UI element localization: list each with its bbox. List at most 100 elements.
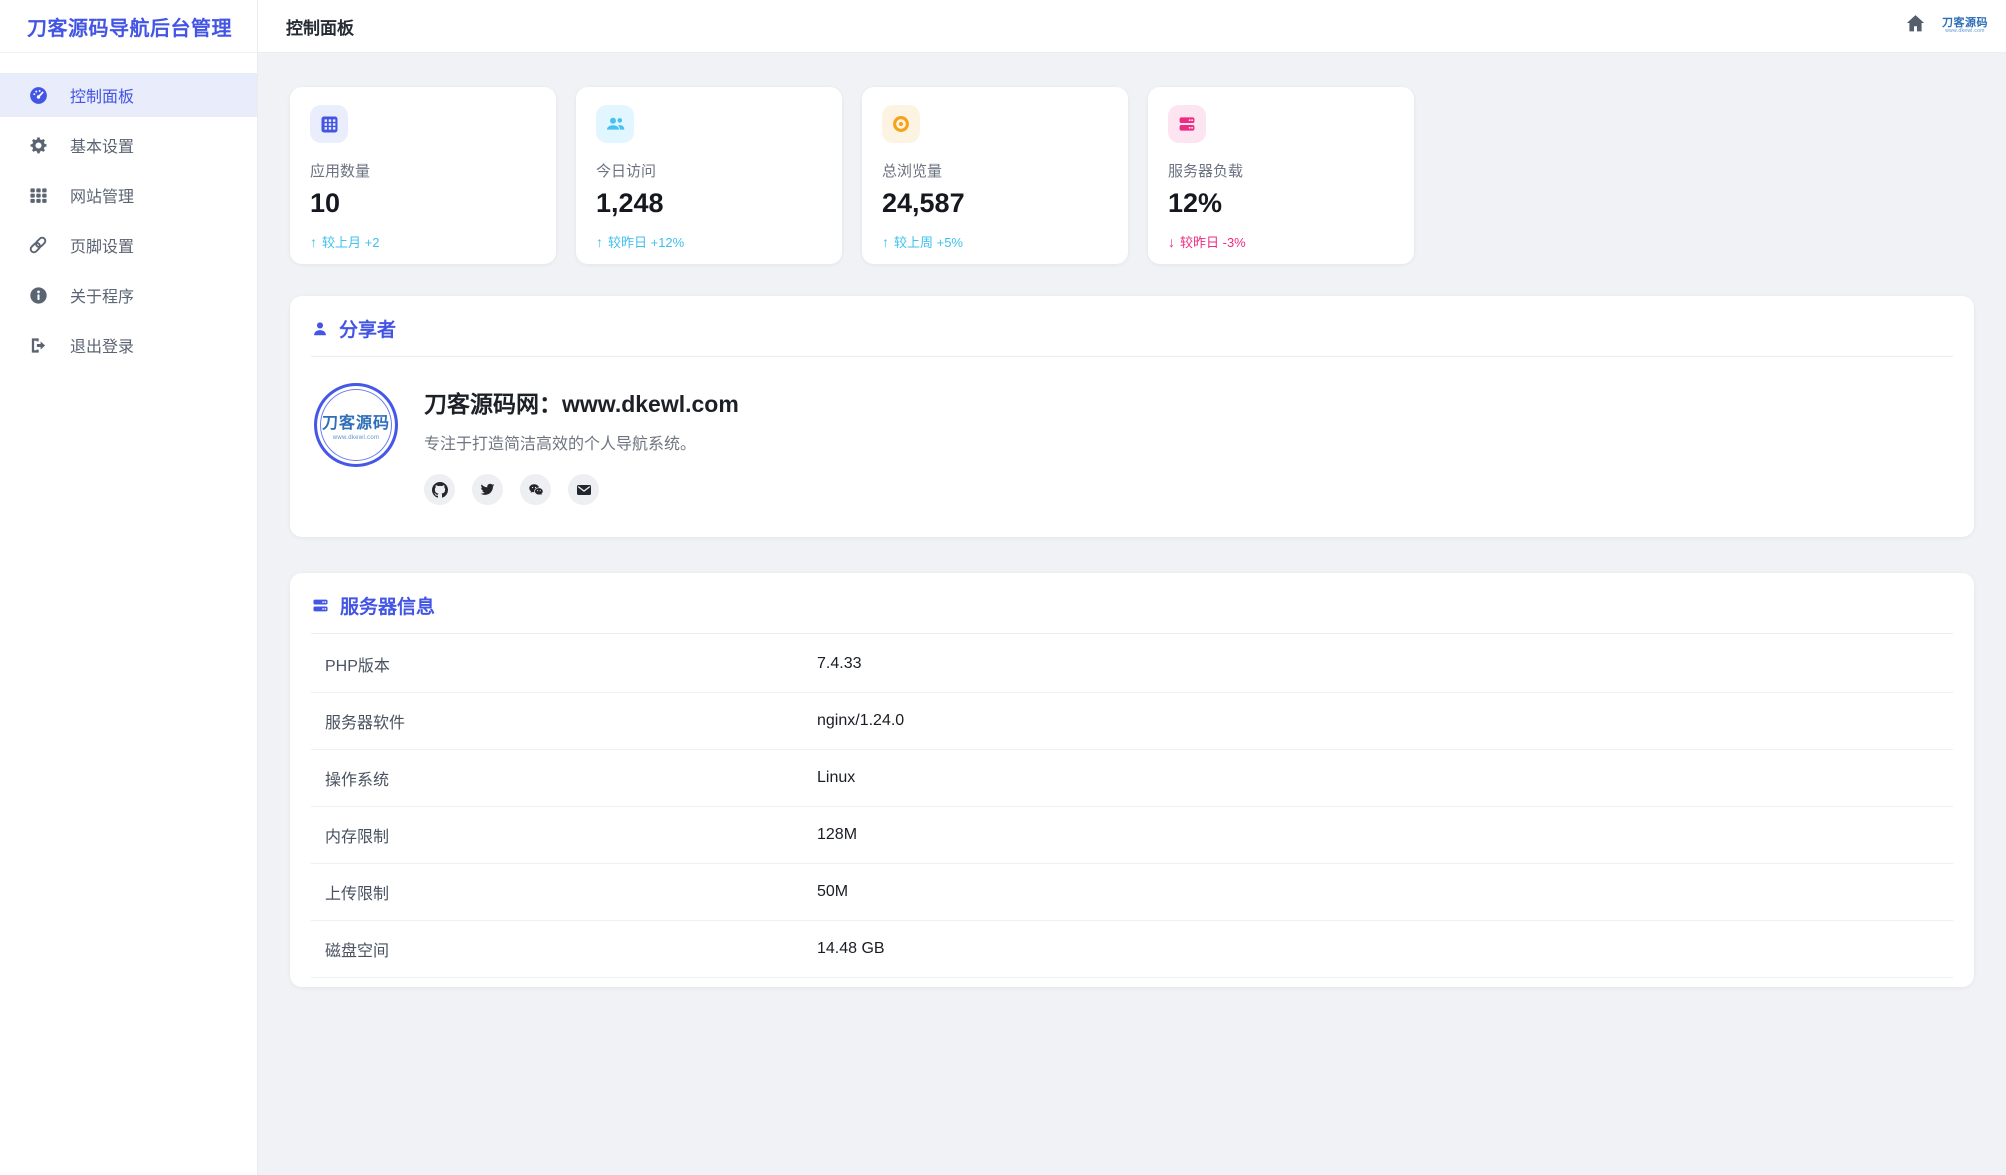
sidebar-item-footer-settings[interactable]: 页脚设置	[0, 223, 257, 267]
wechat-icon	[528, 482, 544, 498]
trend-text: 较昨日 +12%	[608, 235, 685, 250]
sharer-description: 专注于打造简洁高效的个人导航系统。	[424, 436, 697, 453]
stat-label: 应用数量	[310, 163, 371, 180]
stat-card-apps: 应用数量 10 ↑ 较上月 +2	[290, 87, 556, 264]
sidebar-header: 刀客源码导航后台管理	[0, 0, 257, 53]
row-label: 磁盘空间	[325, 943, 390, 960]
trend-up-icon: ↑	[882, 233, 889, 250]
table-row: 上传限制 50M	[311, 864, 1953, 921]
row-value: 14.48 GB	[817, 940, 885, 957]
row-value: nginx/1.24.0	[817, 712, 905, 729]
sharer-name: 刀客源码网：www.dkewl.com	[424, 391, 739, 417]
server-info-panel: 服务器信息 PHP版本 7.4.33 服务器软件 nginx/1.24.0 操作…	[290, 573, 1974, 987]
stat-value: 1,248	[596, 188, 664, 218]
sidebar-nav: 控制面板 基本设置 网站管理	[0, 53, 257, 367]
server-info-table: PHP版本 7.4.33 服务器软件 nginx/1.24.0 操作系统 Lin…	[290, 634, 1974, 987]
sidebar-item-logout[interactable]: 退出登录	[0, 323, 257, 367]
trend-up-icon: ↑	[596, 233, 603, 250]
sharer-logo: 刀客源码 www.dkewl.com	[314, 383, 398, 467]
trend-up-icon: ↑	[310, 233, 317, 250]
server-icon	[311, 596, 330, 615]
table-row: 磁盘空间 14.48 GB	[311, 921, 1953, 978]
server-icon	[1168, 105, 1206, 143]
email-link[interactable]	[568, 474, 599, 505]
sharer-panel: 分享者 刀客源码 www.dkewl.com 刀客源码网：www.dkewl.c…	[290, 296, 1974, 537]
table-row: 服务器软件 nginx/1.24.0	[311, 693, 1953, 750]
trend-text: 较上周 +5%	[894, 235, 963, 250]
row-label: 服务器软件	[325, 715, 406, 732]
stat-value: 24,587	[882, 188, 965, 218]
brand-logo[interactable]: 刀客源码 www.dkewl.com	[1942, 17, 1992, 35]
github-link[interactable]	[424, 474, 455, 505]
gear-icon	[28, 135, 48, 155]
sidebar-item-label: 网站管理	[70, 189, 135, 206]
stat-cards-row: 应用数量 10 ↑ 较上月 +2 今日访问 1,248 ↑ 较昨日 +12%	[290, 87, 1974, 264]
github-icon	[431, 481, 448, 498]
stat-value: 10	[310, 188, 341, 218]
twitter-icon	[480, 482, 495, 497]
home-button[interactable]	[1900, 11, 1930, 41]
link-icon	[28, 235, 48, 255]
sidebar-item-label: 基本设置	[70, 139, 135, 156]
table-row: 操作系统 Linux	[311, 750, 1953, 807]
home-icon	[1905, 13, 1926, 39]
row-value: 128M	[817, 826, 858, 843]
stat-trend: ↑ 较上月 +2	[310, 232, 536, 251]
sharer-logo-text: 刀客源码	[321, 415, 390, 432]
table-row: PHP版本 7.4.33	[311, 636, 1953, 693]
trend-down-icon: ↓	[1168, 233, 1175, 250]
tachometer-icon	[28, 85, 48, 105]
row-value: Linux	[817, 769, 856, 786]
sidebar-item-label: 退出登录	[70, 339, 135, 356]
sidebar-item-basic-settings[interactable]: 基本设置	[0, 123, 257, 167]
sidebar-item-site-management[interactable]: 网站管理	[0, 173, 257, 217]
twitter-link[interactable]	[472, 474, 503, 505]
grid-icon	[310, 105, 348, 143]
eye-icon	[882, 105, 920, 143]
stat-label: 服务器负载	[1168, 163, 1244, 180]
users-icon	[596, 105, 634, 143]
sidebar-item-label: 关于程序	[70, 289, 135, 306]
row-label: PHP版本	[325, 658, 390, 675]
mail-icon	[576, 482, 592, 498]
row-value: 50M	[817, 883, 849, 900]
sidebar-item-dashboard[interactable]: 控制面板	[0, 73, 257, 117]
sharer-body: 刀客源码 www.dkewl.com 刀客源码网：www.dkewl.com 专…	[290, 357, 1974, 537]
social-links-row	[424, 474, 739, 505]
server-section-title: 服务器信息	[340, 597, 436, 618]
wechat-link[interactable]	[520, 474, 551, 505]
trend-text: 较昨日 -3%	[1180, 235, 1246, 250]
sharer-info: 刀客源码网：www.dkewl.com 专注于打造简洁高效的个人导航系统。	[424, 383, 739, 505]
row-value: 7.4.33	[817, 655, 862, 672]
sidebar-item-label: 页脚设置	[70, 239, 135, 256]
row-label: 操作系统	[325, 772, 390, 789]
stat-label: 今日访问	[596, 163, 657, 180]
sharer-panel-header: 分享者	[311, 296, 1953, 357]
main-content: 应用数量 10 ↑ 较上月 +2 今日访问 1,248 ↑ 较昨日 +12%	[258, 53, 2006, 1175]
stat-trend: ↓ 较昨日 -3%	[1168, 232, 1394, 251]
sidebar: 刀客源码导航后台管理 控制面板 基本设置	[0, 0, 258, 1175]
stat-card-visits: 今日访问 1,248 ↑ 较昨日 +12%	[576, 87, 842, 264]
table-grid-icon	[28, 185, 48, 205]
logout-icon	[28, 335, 48, 355]
sharer-section-title: 分享者	[339, 320, 397, 341]
brand-logo-subtext: www.dkewl.com	[1945, 28, 1985, 35]
row-label: 内存限制	[325, 829, 390, 846]
server-panel-header: 服务器信息	[311, 573, 1953, 634]
trend-text: 较上月 +2	[322, 235, 380, 250]
stat-card-server-load: 服务器负载 12% ↓ 较昨日 -3%	[1148, 87, 1414, 264]
row-label: 上传限制	[325, 886, 390, 903]
sidebar-item-about[interactable]: 关于程序	[0, 273, 257, 317]
stat-trend: ↑ 较昨日 +12%	[596, 232, 822, 251]
table-row: 内存限制 128M	[311, 807, 1953, 864]
stat-value: 12%	[1168, 188, 1223, 218]
topbar: 控制面板 刀客源码 www.dkewl.com	[258, 0, 2006, 53]
info-circle-icon	[28, 285, 48, 305]
stat-card-pageviews: 总浏览量 24,587 ↑ 较上周 +5%	[862, 87, 1128, 264]
app-title: 刀客源码导航后台管理	[27, 17, 232, 40]
stat-trend: ↑ 较上周 +5%	[882, 232, 1108, 251]
stat-label: 总浏览量	[882, 163, 943, 180]
brand-logo-text: 刀客源码	[1942, 17, 1988, 30]
sharer-logo-subtext: www.dkewl.com	[332, 435, 380, 441]
user-icon	[311, 320, 329, 338]
